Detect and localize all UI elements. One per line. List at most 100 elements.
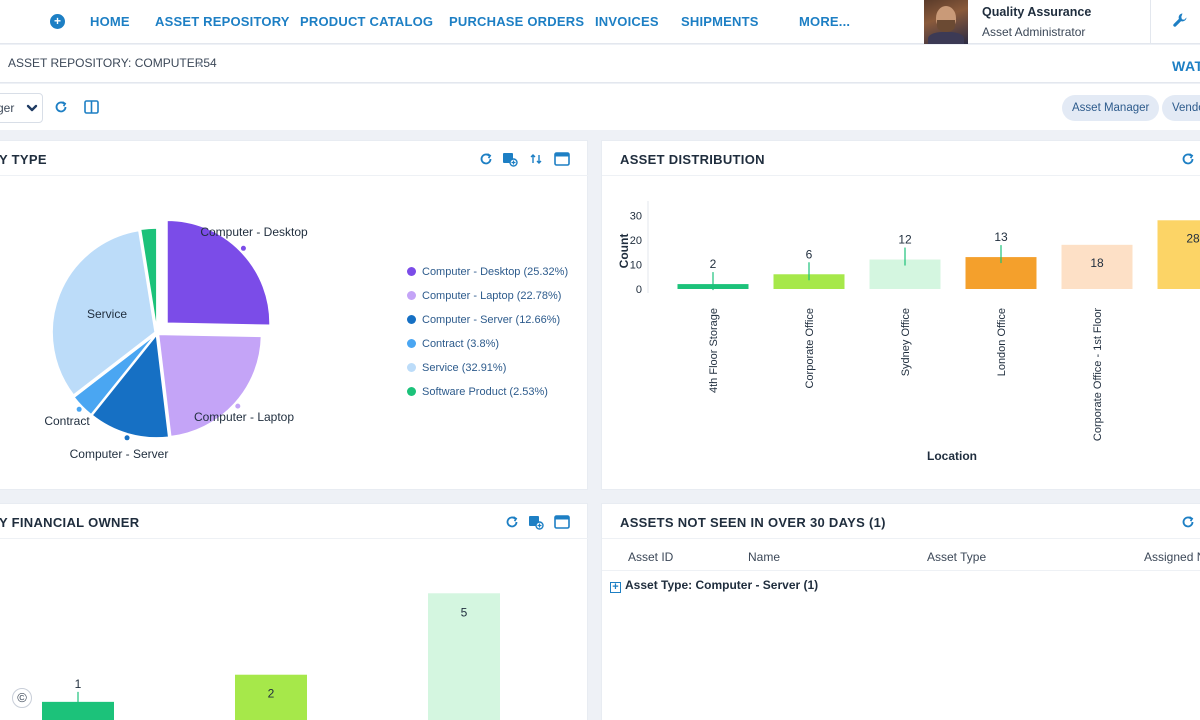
refresh-icon[interactable] — [1181, 515, 1195, 529]
pie-label-dot — [235, 403, 241, 409]
sort-icon[interactable] — [530, 152, 542, 166]
panel-title: Y TYPE — [0, 152, 47, 167]
legend-dot — [407, 339, 416, 348]
y-tick-label: 20 — [630, 235, 642, 247]
pie-chart: Computer - Desktop Computer - Laptop Compu… — [44, 219, 308, 461]
columns-icon[interactable] — [84, 100, 99, 114]
refresh-icon[interactable] — [505, 515, 519, 529]
column-header-assigned[interactable]: Assigned N — [1144, 550, 1200, 564]
toolbar: ger Asset Manager Vendo — [0, 84, 1200, 130]
copyright-icon: © — [12, 688, 32, 708]
pie-slice — [72, 333, 157, 416]
bar — [428, 593, 500, 720]
refresh-icon[interactable] — [54, 100, 68, 114]
panel-title: Y FINANCIAL OWNER — [0, 515, 140, 530]
x-tick-label: 4th Floor Storage — [708, 308, 720, 393]
user-name: Quality Assurance — [982, 5, 1092, 19]
dashboard-select-value: ger — [0, 101, 15, 115]
pie-slice-label: Computer - Server — [70, 447, 169, 461]
bar — [1157, 220, 1200, 289]
chip-asset-manager[interactable]: Asset Manager — [1062, 95, 1160, 121]
export-icon[interactable] — [528, 515, 544, 530]
legend-label: Computer - Desktop (25.32%) — [422, 266, 569, 278]
tab-bar: ASSET REPOSITORY: COMPUTER54 × WAT — [0, 45, 1200, 83]
y-tick-label: 10 — [630, 259, 642, 271]
legend-item[interactable]: Software Product (2.53%) — [407, 386, 548, 398]
group-row[interactable]: + Asset Type: Computer - Server (1) — [610, 578, 818, 593]
bar-value-label: 28 — [1186, 231, 1200, 245]
nav-invoices[interactable]: INVOICES — [595, 14, 659, 29]
legend-item[interactable]: Service (32.91%) — [407, 362, 506, 374]
y-tick-label: 30 — [630, 210, 642, 222]
legend-label: Software Product (2.53%) — [422, 386, 548, 398]
panel-financial-owner: Y FINANCIAL OWNER 1 2 5 — [0, 503, 589, 720]
column-header-name[interactable]: Name — [748, 550, 781, 564]
column-header-asset-id[interactable]: Asset ID — [628, 550, 674, 564]
nav-home[interactable]: HOME — [90, 14, 130, 29]
nav-shipments[interactable]: SHIPMENTS — [681, 14, 759, 29]
legend-item[interactable]: Computer - Desktop (25.32%) — [407, 266, 568, 278]
pie-slice — [51, 229, 156, 397]
legend-dot — [407, 267, 416, 276]
legend-dot — [407, 315, 416, 324]
bar — [773, 274, 845, 289]
legend-item[interactable]: Contract (3.8%) — [407, 338, 499, 350]
dashboard-select[interactable]: ger — [0, 93, 43, 123]
bar-value-label: 6 — [806, 247, 813, 261]
maximize-icon[interactable] — [554, 515, 570, 529]
panel-title: ASSET DISTRIBUTION — [620, 152, 765, 167]
x-tick-label: Sydney Office — [900, 308, 912, 376]
x-tick-label: Corporate Office - 1st Floor — [1092, 308, 1104, 441]
maximize-icon[interactable] — [554, 152, 570, 166]
group-row-label: Asset Type: Computer - Server (1) — [625, 578, 819, 592]
y-axis-label: Count — [617, 234, 631, 269]
legend-label: Computer - Server (12.66%) — [422, 314, 561, 326]
y-tick-label: 0 — [636, 284, 642, 296]
distribution-bar-chart: 0 10 20 30 Count 2 4th Floor Storage 6 Corporate… — [617, 201, 1200, 463]
pie-slice — [90, 333, 170, 439]
legend-item[interactable]: Computer - Server (12.66%) — [407, 314, 560, 326]
legend-item[interactable]: Computer - Laptop (22.78%) — [407, 290, 561, 302]
nav-asset-repository[interactable]: ASSET REPOSITORY — [155, 14, 290, 29]
expand-icon[interactable]: + — [610, 582, 621, 593]
bar — [42, 701, 114, 720]
legend-dot — [407, 291, 416, 300]
pie-label-dot — [76, 406, 82, 412]
refresh-icon[interactable] — [479, 152, 493, 166]
add-icon[interactable]: + — [50, 14, 65, 29]
column-header-asset-type[interactable]: Asset Type — [927, 550, 987, 564]
bar-value-label: 5 — [461, 605, 468, 619]
refresh-icon[interactable] — [1181, 152, 1195, 166]
bar-value-label: 12 — [898, 233, 912, 247]
panel-title: ASSETS NOT SEEN IN OVER 30 DAYS (1) — [620, 515, 886, 530]
pie-slice — [139, 227, 158, 332]
nav-purchase-orders[interactable]: PURCHASE ORDERS — [449, 14, 585, 29]
pie-label-dot — [124, 435, 130, 441]
legend-dot — [407, 363, 416, 372]
panel-by-type: Y TYPE Computer - Desktop Computer - Lapt… — [0, 140, 589, 490]
nav-divider — [1150, 0, 1151, 44]
bar — [1061, 244, 1133, 289]
bar-value-label: 18 — [1090, 256, 1104, 270]
wrench-icon[interactable] — [1172, 12, 1188, 30]
close-icon[interactable]: × — [197, 57, 205, 71]
user-role: Asset Administrator — [982, 25, 1086, 39]
pie-slice — [157, 333, 263, 438]
nav-more[interactable]: MORE... — [799, 14, 851, 29]
financial-owner-bar-chart: 1 2 5 — [42, 593, 500, 720]
nav-product-catalog[interactable]: PRODUCT CATALOG — [300, 14, 434, 29]
bar-value-label: 2 — [268, 687, 275, 701]
export-icon[interactable] — [502, 152, 518, 167]
pie-slice-label: Service — [87, 307, 127, 321]
watch-link[interactable]: WAT — [1172, 58, 1200, 74]
x-tick-label: London Office — [996, 308, 1008, 376]
avatar[interactable] — [924, 0, 968, 44]
tab-asset-repository[interactable]: ASSET REPOSITORY: COMPUTER54 — [8, 56, 217, 70]
bar-value-label: 13 — [994, 230, 1008, 244]
chip-vendor[interactable]: Vendo — [1162, 95, 1200, 121]
pie-slice — [166, 219, 271, 327]
pie-slice-label: Computer - Desktop — [200, 225, 308, 239]
legend-dot — [407, 387, 416, 396]
pie-slice-label: Computer - Laptop — [194, 410, 294, 424]
legend-label: Contract (3.8%) — [422, 338, 500, 350]
